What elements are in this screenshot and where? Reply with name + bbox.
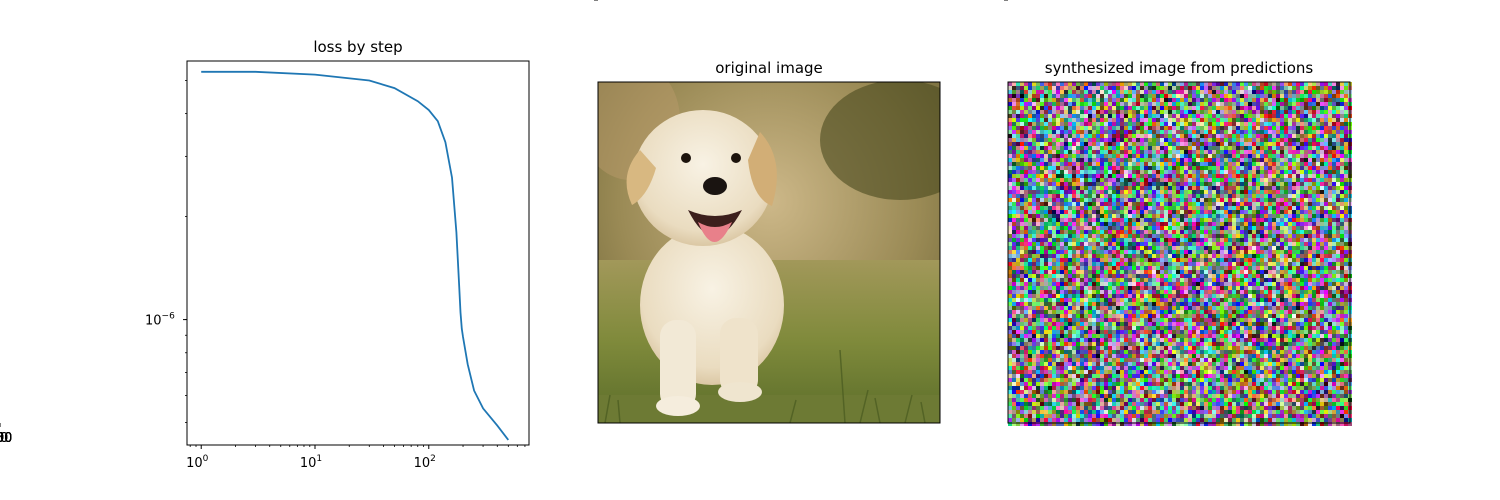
y-tick-label: 200 [976, 0, 1001, 4]
x-tick-label: 101 [300, 454, 322, 471]
synthesized-image-frame [1007, 81, 1351, 424]
puppy-photo [598, 82, 940, 423]
x-tick-label: 100 [0, 431, 12, 446]
original-image-title: original image [715, 59, 823, 77]
y-tick-label: 0 [583, 0, 591, 4]
synthesized-image-ticks: 005050100100150150200200 [0, 0, 1008, 446]
y-tick-label: 200 [566, 0, 591, 4]
x-tick-label: 150 [0, 431, 12, 446]
y-tick-label: 50 [574, 0, 591, 4]
x-tick-label: 50 [0, 431, 8, 446]
loss-axes-frame [186, 60, 530, 446]
synthesized-image-title: synthesized image from predictions [1045, 59, 1314, 77]
original-image-frame [597, 81, 941, 424]
x-tick-label: 102 [414, 454, 436, 471]
loss-plot-area: 100 101 102 10−6 [145, 70, 526, 471]
y-tick-label: 100 [976, 0, 1001, 4]
y-tick-label: 100 [566, 0, 591, 4]
original-image-panel: original image [0, 0, 941, 446]
x-tick-label: 50 [0, 431, 8, 446]
x-tick-label: 0 [0, 431, 4, 446]
x-tick-label: 200 [0, 431, 12, 446]
loss-chart-title: loss by step [313, 38, 402, 56]
y-tick-label: 150 [976, 0, 1001, 4]
x-tick-label: 100 [186, 454, 209, 471]
loss-line [201, 70, 510, 441]
x-tick-label: 150 [0, 431, 12, 446]
x-tick-label: 0 [0, 431, 4, 446]
loss-chart: loss by step 100 101 102 10−6 [145, 38, 530, 471]
original-image-ticks: 005050100100150150200200 [0, 0, 598, 446]
y-tick-label: 10−6 [145, 312, 175, 329]
synthesized-image-panel: synthesized image from predictions 00505… [0, 0, 1352, 446]
x-tick-label: 200 [0, 431, 12, 446]
noise-image [1008, 82, 1352, 426]
y-tick-label: 150 [566, 0, 591, 4]
x-tick-label: 100 [0, 431, 12, 446]
y-tick-label: 50 [984, 0, 1001, 4]
y-tick-label: 0 [993, 0, 1001, 4]
